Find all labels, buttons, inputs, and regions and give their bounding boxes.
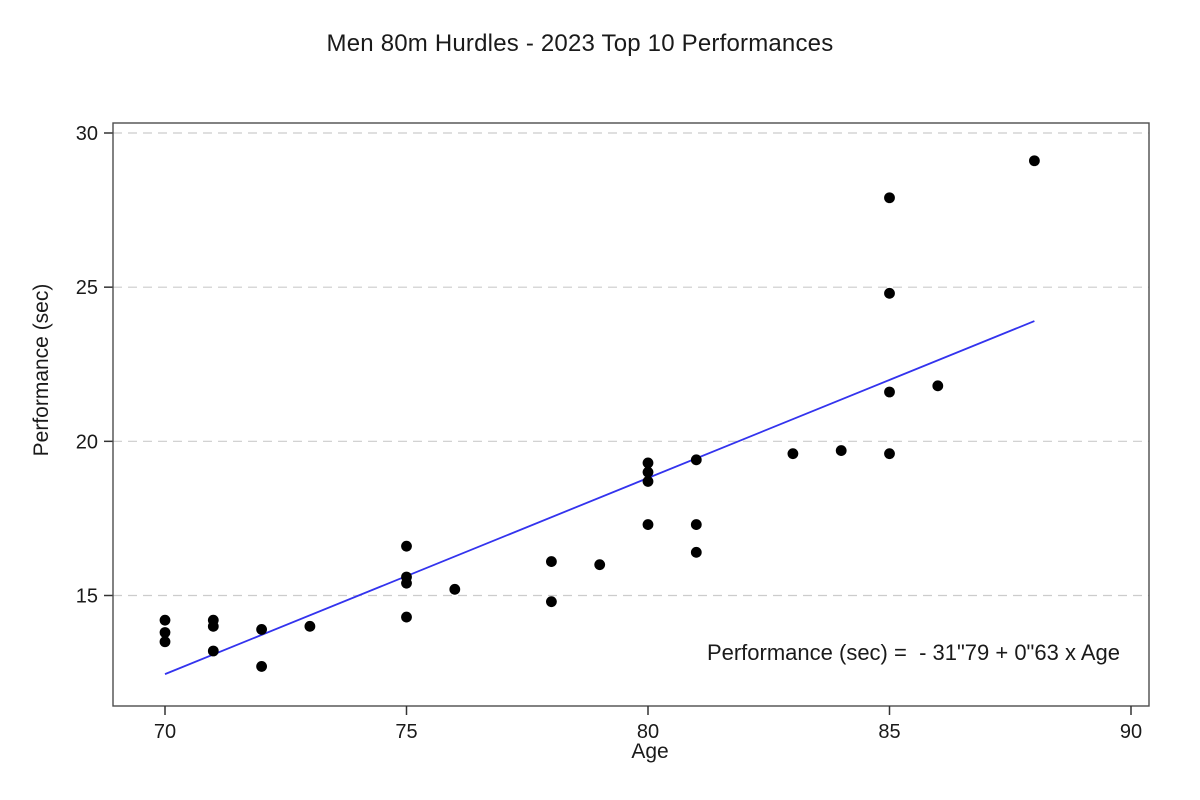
x-tick-label: 70 <box>154 721 176 743</box>
data-point <box>304 620 316 632</box>
data-point <box>932 380 944 392</box>
data-point <box>884 448 895 460</box>
regression-line <box>164 320 1035 675</box>
data-point <box>546 556 557 567</box>
data-point <box>207 645 219 657</box>
regression-equation-label: Performance (sec) = - 31"79 + 0"63 x Age <box>706 640 1120 665</box>
data-point <box>159 636 171 648</box>
data-point <box>401 540 412 552</box>
data-point <box>594 559 606 571</box>
data-point <box>159 627 171 638</box>
plot-frame <box>112 122 1150 707</box>
data-point <box>207 620 219 632</box>
x-tick-label: 85 <box>878 721 900 743</box>
data-point <box>884 192 895 204</box>
x-tick-label: 90 <box>1120 721 1142 743</box>
data-point <box>884 386 895 398</box>
data-point <box>546 596 557 608</box>
data-point <box>256 661 267 672</box>
y-tick-label: 25 <box>76 277 98 299</box>
data-point <box>884 287 895 299</box>
y-tick-label: 15 <box>76 586 98 608</box>
data-point <box>1029 155 1040 167</box>
y-tick-label: 20 <box>76 431 98 453</box>
data-point <box>835 445 847 456</box>
data-point <box>642 519 654 530</box>
data-point <box>787 448 799 460</box>
data-point <box>642 476 654 487</box>
data-point <box>159 614 171 626</box>
data-point <box>642 466 654 478</box>
data-point <box>642 457 654 469</box>
x-tick-label: 75 <box>395 721 417 743</box>
data-point <box>401 577 412 589</box>
data-point <box>256 624 267 635</box>
chart-title: Men 80m Hurdles - 2023 Top 10 Performanc… <box>326 30 834 57</box>
data-point <box>690 454 702 466</box>
y-tick-label: 30 <box>76 123 98 145</box>
data-point <box>690 519 702 530</box>
data-point <box>401 611 412 623</box>
data-point <box>690 546 702 558</box>
x-tick-label: 80 <box>637 721 659 743</box>
data-point <box>449 583 461 595</box>
x-axis-title: Age <box>631 740 669 763</box>
y-axis-title: Performance (sec) <box>30 283 53 457</box>
